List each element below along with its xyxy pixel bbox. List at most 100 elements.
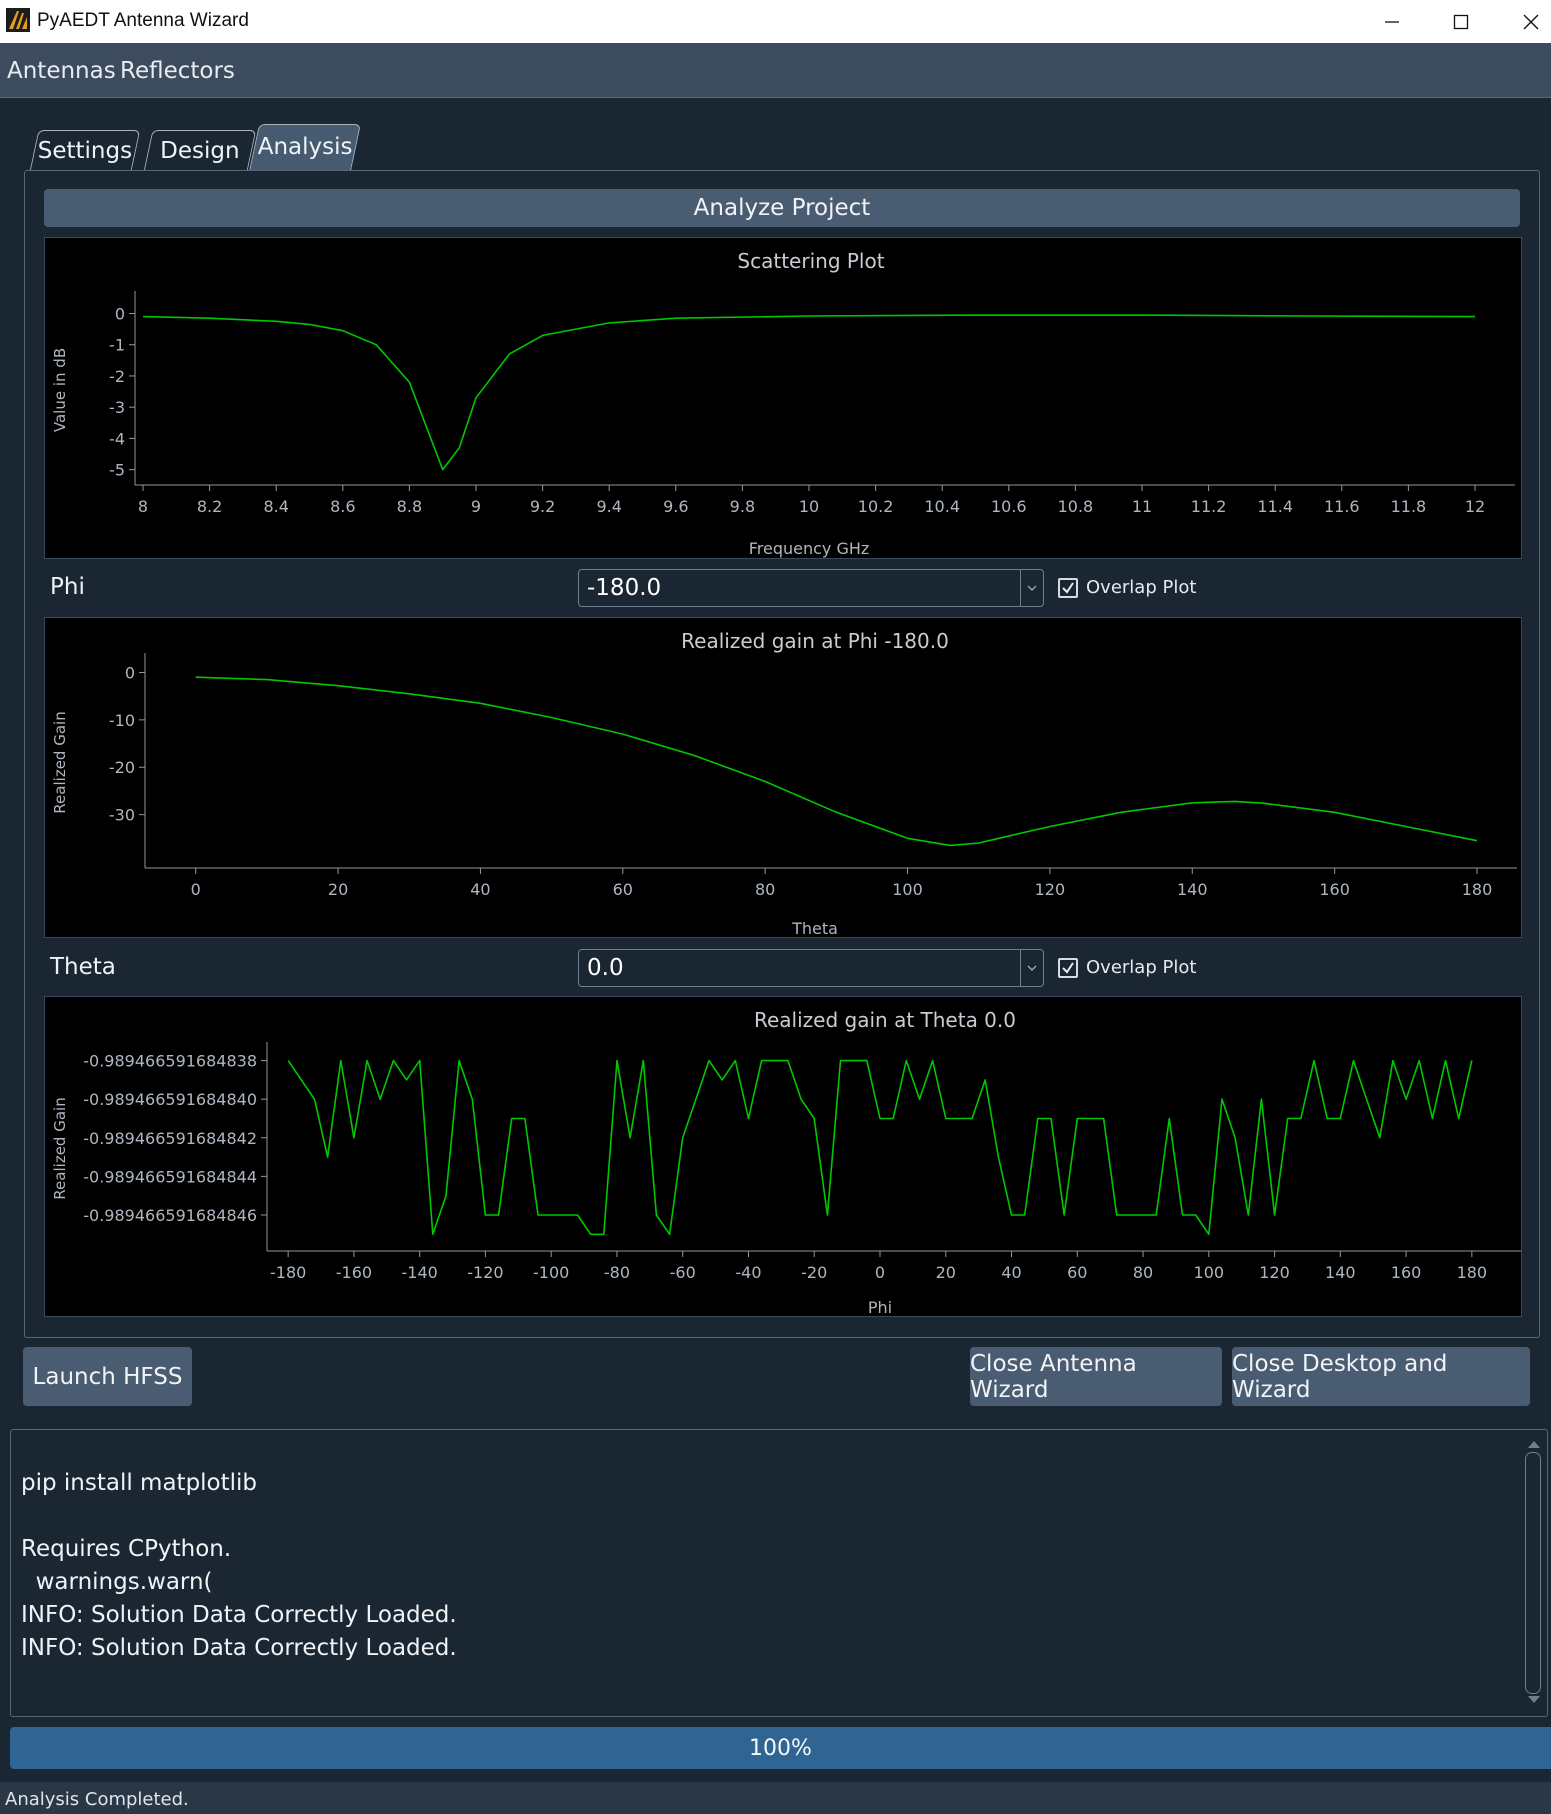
- scattering-x-tick-label: 9: [471, 497, 481, 516]
- phi-series-line: [195, 676, 1478, 847]
- theta-gain-plot: Realized gain at Theta 0.0 -180 -160 -140 -1…: [44, 996, 1522, 1317]
- scattering-x-tick-label: 9.4: [596, 497, 621, 516]
- tab-design[interactable]: Design: [143, 130, 257, 171]
- scattering-x-tick-label: 11: [1132, 497, 1152, 516]
- close-window-button[interactable]: [1501, 0, 1551, 43]
- scattering-series-line: [142, 314, 1476, 471]
- theta-x-tick-label: -180: [270, 1263, 306, 1282]
- log-line: warnings.warn(: [21, 1569, 213, 1595]
- theta-series-line: [287, 1059, 1473, 1236]
- theta-overlap-checkbox[interactable]: Overlap Plot: [1058, 957, 1196, 978]
- theta-x-tick-label: -40: [735, 1263, 761, 1282]
- minimize-button[interactable]: [1362, 0, 1422, 43]
- app-logo-icon: [6, 8, 30, 32]
- checkbox-checked-icon[interactable]: [1058, 957, 1078, 978]
- theta-x-tick-label: 180: [1457, 1263, 1488, 1282]
- log-line: Requires CPython.: [21, 1536, 232, 1562]
- window-title: PyAEDT Antenna Wizard: [37, 10, 249, 31]
- scattering-x-tick-label: 10.8: [1058, 497, 1094, 516]
- phi-y-tick-label: -30: [109, 806, 135, 825]
- chevron-down-icon[interactable]: [1020, 950, 1043, 986]
- scattering-title: Scattering Plot: [737, 249, 884, 273]
- scattering-y-label: Value in dB: [51, 348, 69, 432]
- log-scrollbar[interactable]: [1525, 1452, 1541, 1694]
- theta-y-tick-label: -0.989466591684844: [83, 1167, 257, 1186]
- theta-y-tick-label: -0.989466591684846: [83, 1206, 257, 1225]
- phi-x-tick-label: 0: [191, 880, 201, 899]
- theta-overlap-label: Overlap Plot: [1086, 957, 1197, 978]
- scattering-x-tick-label: 11.8: [1391, 497, 1427, 516]
- checkbox-checked-icon[interactable]: [1058, 577, 1078, 598]
- phi-title: Realized gain at Phi -180.0: [681, 629, 949, 653]
- close-antenna-wizard-button[interactable]: Close Antenna Wizard: [970, 1347, 1222, 1406]
- scattering-y-tick-label: -4: [109, 429, 125, 448]
- theta-y-tick-label: -0.989466591684840: [83, 1090, 257, 1109]
- chevron-down-icon[interactable]: [1020, 570, 1043, 606]
- phi-label: Phi: [50, 574, 85, 600]
- phi-x-tick-label: 140: [1177, 880, 1208, 899]
- theta-select[interactable]: 0.0: [578, 949, 1044, 987]
- scattering-x-tick-label: 8.6: [330, 497, 355, 516]
- phi-overlap-checkbox[interactable]: Overlap Plot: [1058, 577, 1196, 598]
- minimize-icon: [1385, 20, 1399, 23]
- theta-title: Realized gain at Theta 0.0: [754, 1008, 1016, 1032]
- phi-select-value: -180.0: [587, 575, 662, 601]
- theta-x-label: Phi: [868, 1298, 892, 1316]
- phi-x-tick-label: 60: [613, 880, 633, 899]
- scattering-x-tick-label: 8.4: [263, 497, 288, 516]
- close-icon: [1523, 14, 1539, 29]
- menu-reflectors[interactable]: Reflectors: [120, 58, 235, 84]
- status-bar: [0, 1782, 1551, 1814]
- scattering-plot: Scattering Plot 8 8.2 8.4 8.6 8.8 9 9.2 9.4 9.6 9.…: [44, 237, 1522, 559]
- scroll-down-icon[interactable]: [1527, 1695, 1541, 1705]
- theta-y-label: Realized Gain: [51, 1097, 69, 1199]
- scattering-y-tick-label: -2: [109, 367, 125, 386]
- phi-x-tick-label: 180: [1462, 880, 1493, 899]
- theta-x-tick-label: 40: [1001, 1263, 1021, 1282]
- log-output[interactable]: pip install matplotlib Requires CPython.…: [10, 1429, 1548, 1717]
- theta-x-tick-label: 0: [875, 1263, 885, 1282]
- scattering-y-tick-label: 0: [115, 304, 125, 323]
- phi-x-tick-label: 40: [470, 880, 490, 899]
- log-line: INFO: Solution Data Correctly Loaded.: [21, 1602, 457, 1628]
- theta-x-tick-label: 100: [1194, 1263, 1225, 1282]
- log-line: INFO: Solution Data Correctly Loaded.: [21, 1635, 457, 1661]
- phi-x-tick-label: 100: [892, 880, 923, 899]
- launch-hfss-button[interactable]: Launch HFSS: [23, 1347, 192, 1406]
- scattering-x-tick-label: 11.6: [1324, 497, 1360, 516]
- analyze-project-button[interactable]: Analyze Project: [44, 189, 1520, 227]
- scattering-x-tick-label: 10.6: [991, 497, 1027, 516]
- menu-bar: Antennas Reflectors: [0, 43, 1551, 98]
- progress-bar: 100%: [10, 1727, 1551, 1769]
- scattering-x-tick-label: 11.2: [1191, 497, 1227, 516]
- theta-y-tick-label: -0.989466591684842: [83, 1129, 257, 1148]
- phi-y-label: Realized Gain: [51, 711, 69, 813]
- phi-x-label: Theta: [791, 919, 838, 937]
- tab-settings[interactable]: Settings: [29, 130, 141, 171]
- scattering-x-tick-label: 9.6: [663, 497, 688, 516]
- phi-y-tick-label: -10: [109, 711, 135, 730]
- theta-y-tick-label: -0.989466591684838: [83, 1052, 257, 1071]
- scattering-x-tick-label: 9.8: [730, 497, 755, 516]
- maximize-button[interactable]: [1431, 0, 1491, 43]
- scattering-y-tick-label: -1: [109, 336, 125, 355]
- phi-x-tick-label: 120: [1035, 880, 1066, 899]
- theta-select-value: 0.0: [587, 955, 624, 981]
- theta-x-tick-label: -140: [402, 1263, 438, 1282]
- phi-gain-plot: Realized gain at Phi -180.0 0 20 40 60 80 100 1…: [44, 617, 1522, 938]
- scattering-x-tick-label: 9.2: [530, 497, 555, 516]
- title-bar: PyAEDT Antenna Wizard: [0, 0, 1551, 43]
- scattering-x-tick-label: 10.4: [924, 497, 960, 516]
- theta-x-tick-label: -100: [533, 1263, 569, 1282]
- close-desktop-and-wizard-button[interactable]: Close Desktop and Wizard: [1232, 1347, 1530, 1406]
- scattering-x-tick-label: 8: [138, 497, 148, 516]
- phi-y-tick-label: -20: [109, 758, 135, 777]
- phi-select[interactable]: -180.0: [578, 569, 1044, 607]
- status-text: Analysis Completed.: [5, 1789, 189, 1810]
- tab-analysis[interactable]: Analysis: [249, 124, 361, 171]
- menu-antennas[interactable]: Antennas: [7, 58, 116, 84]
- log-line: pip install matplotlib: [21, 1470, 258, 1496]
- theta-x-tick-label: 20: [936, 1263, 956, 1282]
- phi-x-tick-label: 160: [1319, 880, 1350, 899]
- scroll-up-icon[interactable]: [1527, 1439, 1541, 1449]
